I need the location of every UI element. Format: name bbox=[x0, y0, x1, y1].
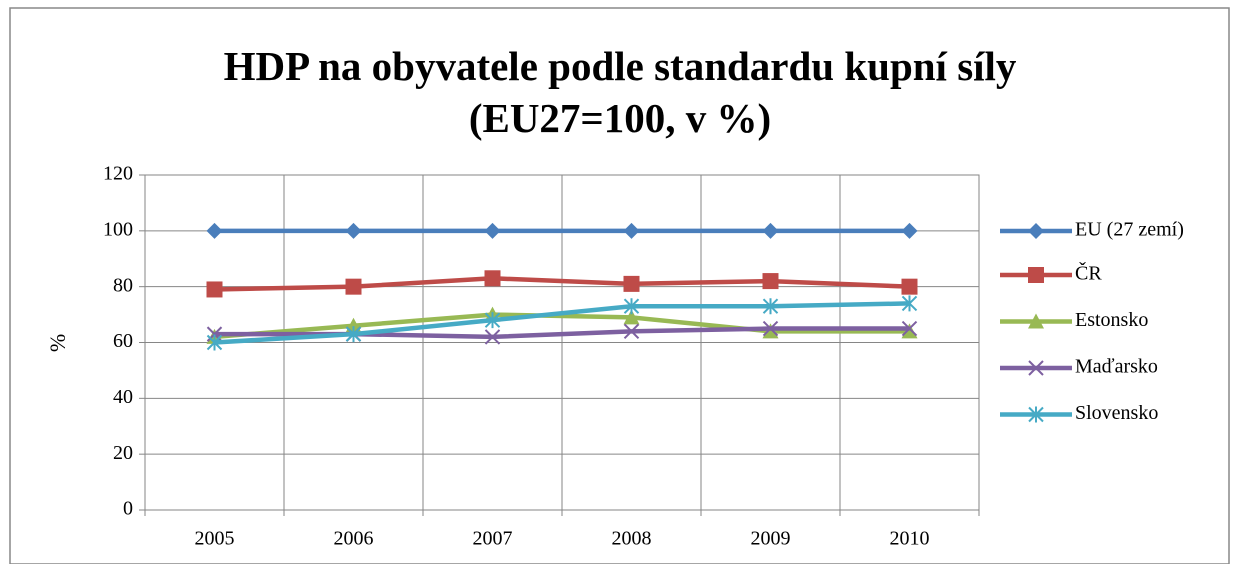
marker bbox=[1028, 406, 1044, 423]
marker bbox=[901, 222, 918, 239]
marker bbox=[484, 222, 501, 239]
marker bbox=[623, 298, 640, 315]
marker bbox=[206, 281, 223, 298]
marker bbox=[1028, 223, 1044, 239]
y-tick-label: 20 bbox=[113, 442, 133, 464]
x-tick-label: 2010 bbox=[890, 528, 930, 550]
marker bbox=[623, 222, 640, 239]
marker bbox=[901, 278, 918, 295]
marker bbox=[901, 320, 918, 337]
y-tick-label: 100 bbox=[103, 218, 133, 240]
marker bbox=[762, 298, 779, 315]
marker bbox=[206, 222, 223, 239]
y-tick-label: 40 bbox=[113, 386, 133, 408]
legend-label: ČR bbox=[1075, 261, 1102, 285]
marker bbox=[484, 329, 501, 345]
marker bbox=[623, 309, 640, 325]
marker bbox=[762, 320, 779, 337]
marker bbox=[484, 270, 501, 287]
y-axis-label: % bbox=[45, 334, 70, 352]
y-tick-label: 120 bbox=[103, 163, 133, 185]
marker bbox=[901, 323, 918, 339]
x-tick-label: 2009 bbox=[751, 528, 791, 550]
marker bbox=[762, 222, 779, 239]
series-line bbox=[214, 276, 910, 292]
plot-frame bbox=[144, 174, 980, 511]
marker bbox=[1028, 267, 1044, 283]
marker bbox=[1028, 313, 1044, 329]
series-line bbox=[214, 301, 910, 345]
y-tick-label: 0 bbox=[123, 498, 133, 520]
x-tick-label: 2005 bbox=[195, 528, 235, 550]
legend-label: Slovensko bbox=[1075, 402, 1158, 424]
legend-label: Estonsko bbox=[1075, 309, 1148, 331]
chart-title: HDP na obyvatele podle standardu kupní s… bbox=[223, 43, 1017, 141]
legend-label: EU (27 zemí) bbox=[1075, 219, 1184, 241]
marker bbox=[1028, 360, 1044, 376]
y-tick-label: 60 bbox=[113, 330, 133, 352]
x-tick-label: 2007 bbox=[473, 528, 513, 550]
marker bbox=[762, 273, 779, 290]
y-tick-label: 80 bbox=[113, 274, 133, 296]
marker bbox=[345, 278, 362, 295]
x-tick-label: 2008 bbox=[612, 528, 652, 550]
marker bbox=[484, 312, 501, 329]
marker bbox=[345, 326, 362, 343]
marker bbox=[623, 275, 640, 292]
x-tick-label: 2006 bbox=[334, 528, 374, 550]
marker bbox=[345, 222, 362, 239]
legend-label: Maďarsko bbox=[1075, 356, 1158, 378]
marker bbox=[901, 295, 918, 312]
marker bbox=[623, 323, 640, 340]
marker bbox=[762, 323, 779, 339]
marker bbox=[206, 334, 223, 351]
series-line bbox=[214, 312, 910, 340]
